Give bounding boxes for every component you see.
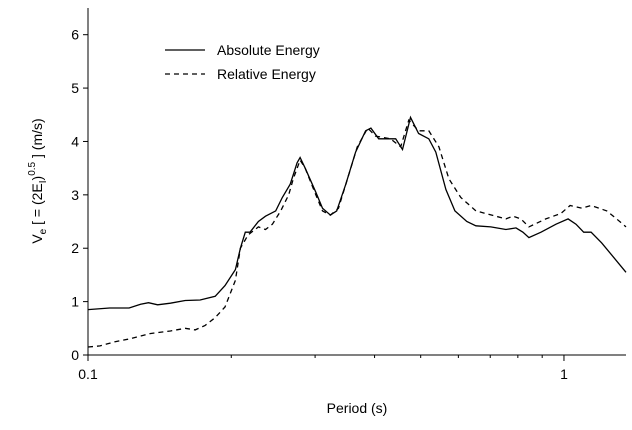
- series-line: [87, 115, 627, 311]
- y-tick-label: 6: [71, 27, 79, 43]
- y-tick-label: 1: [71, 294, 79, 310]
- x-tick-label: 1: [560, 366, 568, 382]
- y-label-part: e: [38, 228, 49, 234]
- x-axis-label: Period (s): [327, 400, 388, 416]
- series-line: [87, 118, 627, 348]
- y-label-part: 0.5: [27, 161, 38, 175]
- y-tick-label: 4: [71, 133, 79, 149]
- legend-label: Absolute Energy: [217, 42, 320, 58]
- y-axis-label: Ve [ = (2EI)0.5 ] (m/s): [27, 118, 49, 243]
- y-label-part: ): [29, 176, 45, 181]
- y-tick-label: 5: [71, 80, 79, 96]
- y-label-part: V: [29, 234, 45, 244]
- y-label-part: I: [38, 180, 49, 183]
- legend-label: Relative Energy: [217, 66, 316, 82]
- x-tick-label: 0.1: [78, 366, 98, 382]
- y-label-part: [ = (2E: [29, 183, 45, 229]
- y-tick-label: 3: [71, 187, 79, 203]
- y-label-part: ] (m/s): [29, 118, 45, 162]
- y-tick-label: 0: [71, 347, 79, 363]
- y-tick-label: 2: [71, 240, 79, 256]
